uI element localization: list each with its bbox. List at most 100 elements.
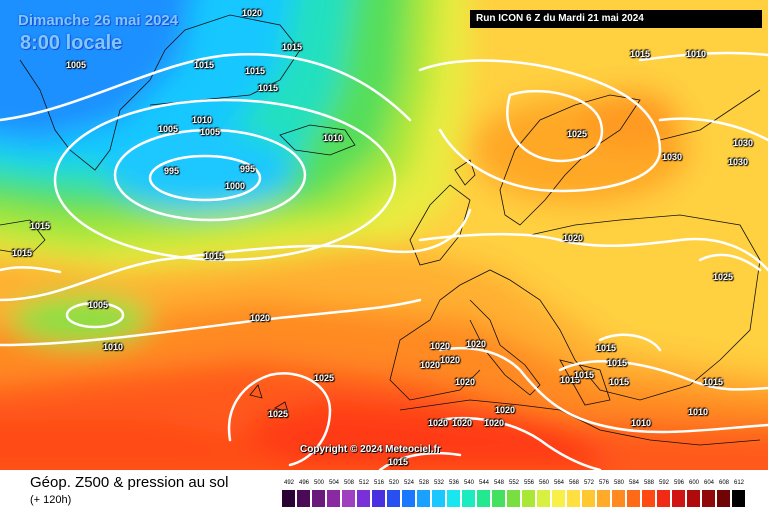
legend-swatch [537, 490, 550, 507]
legend-value: 560 [538, 480, 549, 486]
pressure-label: 1015 [596, 343, 617, 353]
legend-swatch [372, 490, 385, 507]
pressure-label: 1020 [250, 313, 271, 323]
legend-value: 520 [388, 480, 399, 486]
pressure-label: 1025 [268, 409, 289, 419]
legend-value: 600 [688, 480, 699, 486]
pressure-label: 1020 [440, 355, 461, 365]
legend-swatch [657, 490, 670, 507]
legend-swatch [402, 490, 415, 507]
pressure-label: 1005 [88, 300, 109, 310]
pressure-label: 1020 [563, 233, 584, 243]
pressure-label: 1015 [30, 221, 51, 231]
legend-swatch [432, 490, 445, 507]
legend-value: 524 [403, 480, 414, 486]
legend-value: 552 [508, 480, 519, 486]
pressure-label: 1005 [66, 60, 87, 70]
legend-swatch [672, 490, 685, 507]
pressure-label: 1020 [495, 405, 516, 415]
legend-value: 544 [478, 480, 489, 486]
pressure-label: 1020 [430, 341, 451, 351]
legend-value: 496 [298, 480, 309, 486]
pressure-label: 1015 [560, 375, 581, 385]
pressure-label: 1030 [662, 152, 683, 162]
pressure-label: 1020 [452, 418, 473, 428]
pressure-label: 995 [240, 164, 256, 174]
pressure-label: 1015 [194, 60, 215, 70]
legend-value: 540 [463, 480, 474, 486]
pressure-label: 1015 [258, 83, 279, 93]
weather-map: Dimanche 26 mai 2024 8:00 locale Run ICO… [0, 0, 768, 470]
legend-value: 508 [343, 480, 354, 486]
pressure-label: 1015 [574, 370, 595, 380]
pressure-label: 1020 [484, 418, 505, 428]
copyright-notice: Copyright © 2024 Meteociel.fr [300, 444, 441, 455]
legend-value: 568 [568, 480, 579, 486]
legend-value: 592 [658, 480, 669, 486]
legend-swatch [507, 490, 520, 507]
pressure-label: 1015 [12, 248, 33, 258]
model-run-banner: Run ICON 6 Z du Mardi 21 mai 2024 [470, 10, 762, 28]
pressure-label: 1015 [388, 457, 409, 467]
pressure-label: 1020 [466, 339, 487, 349]
pressure-label: 1030 [733, 138, 754, 148]
legend-swatch [282, 490, 295, 507]
pressure-label: 995 [164, 166, 180, 176]
legend-swatch [312, 490, 325, 507]
pressure-label: 1015 [703, 377, 724, 387]
legend-swatch [492, 490, 505, 507]
legend-swatch [462, 490, 475, 507]
legend-swatch [567, 490, 580, 507]
legend-swatch [297, 490, 310, 507]
legend-value: 532 [433, 480, 444, 486]
pressure-label: 1010 [688, 407, 709, 417]
pressure-label: 1015 [204, 251, 225, 261]
pressure-label: 1010 [631, 418, 652, 428]
legend-value: 580 [613, 480, 624, 486]
forecast-offset: (+ 120h) [30, 494, 72, 506]
map-canvas [0, 0, 768, 470]
legend-swatches [282, 490, 747, 507]
legend-swatch [357, 490, 370, 507]
legend-value: 512 [358, 480, 369, 486]
pressure-label: 1015 [609, 377, 630, 387]
pressure-label: 1010 [686, 49, 707, 59]
color-scale-legend: 492 496 500 504 508 512 516 520 524 528 532 536 540 5… [282, 480, 752, 510]
legend-value: 492 [283, 480, 294, 486]
coastlines [0, 14, 761, 446]
pressure-label: 1010 [192, 115, 213, 125]
legend-value: 572 [583, 480, 594, 486]
pressure-label: 1030 [728, 157, 749, 167]
legend-value: 504 [328, 480, 339, 486]
legend-value: 584 [628, 480, 639, 486]
legend-value: 608 [718, 480, 729, 486]
map-title: Géop. Z500 & pression au sol [30, 474, 229, 491]
pressure-label: 1025 [567, 129, 588, 139]
pressure-label: 1005 [200, 127, 221, 137]
legend-swatch [477, 490, 490, 507]
legend-value: 556 [523, 480, 534, 486]
pressure-label: 1015 [630, 49, 651, 59]
legend-swatch [387, 490, 400, 507]
legend-swatch [342, 490, 355, 507]
legend-value: 564 [553, 480, 564, 486]
forecast-time: 8:00 locale [20, 32, 123, 54]
legend-swatch [687, 490, 700, 507]
legend-value: 516 [373, 480, 384, 486]
legend-value: 612 [733, 480, 744, 486]
legend-swatch [627, 490, 640, 507]
pressure-label: 1015 [282, 42, 303, 52]
map-footer: Géop. Z500 & pression au sol (+ 120h) 49… [0, 470, 768, 512]
pressure-label: 1000 [225, 181, 246, 191]
legend-swatch [327, 490, 340, 507]
pressure-label: 1005 [158, 124, 179, 134]
legend-value: 596 [673, 480, 684, 486]
legend-value: 576 [598, 480, 609, 486]
legend-value: 528 [418, 480, 429, 486]
legend-value: 588 [643, 480, 654, 486]
pressure-label: 1010 [323, 133, 344, 143]
legend-value: 536 [448, 480, 459, 486]
legend-value: 604 [703, 480, 714, 486]
legend-swatch [702, 490, 715, 507]
legend-value: 548 [493, 480, 504, 486]
